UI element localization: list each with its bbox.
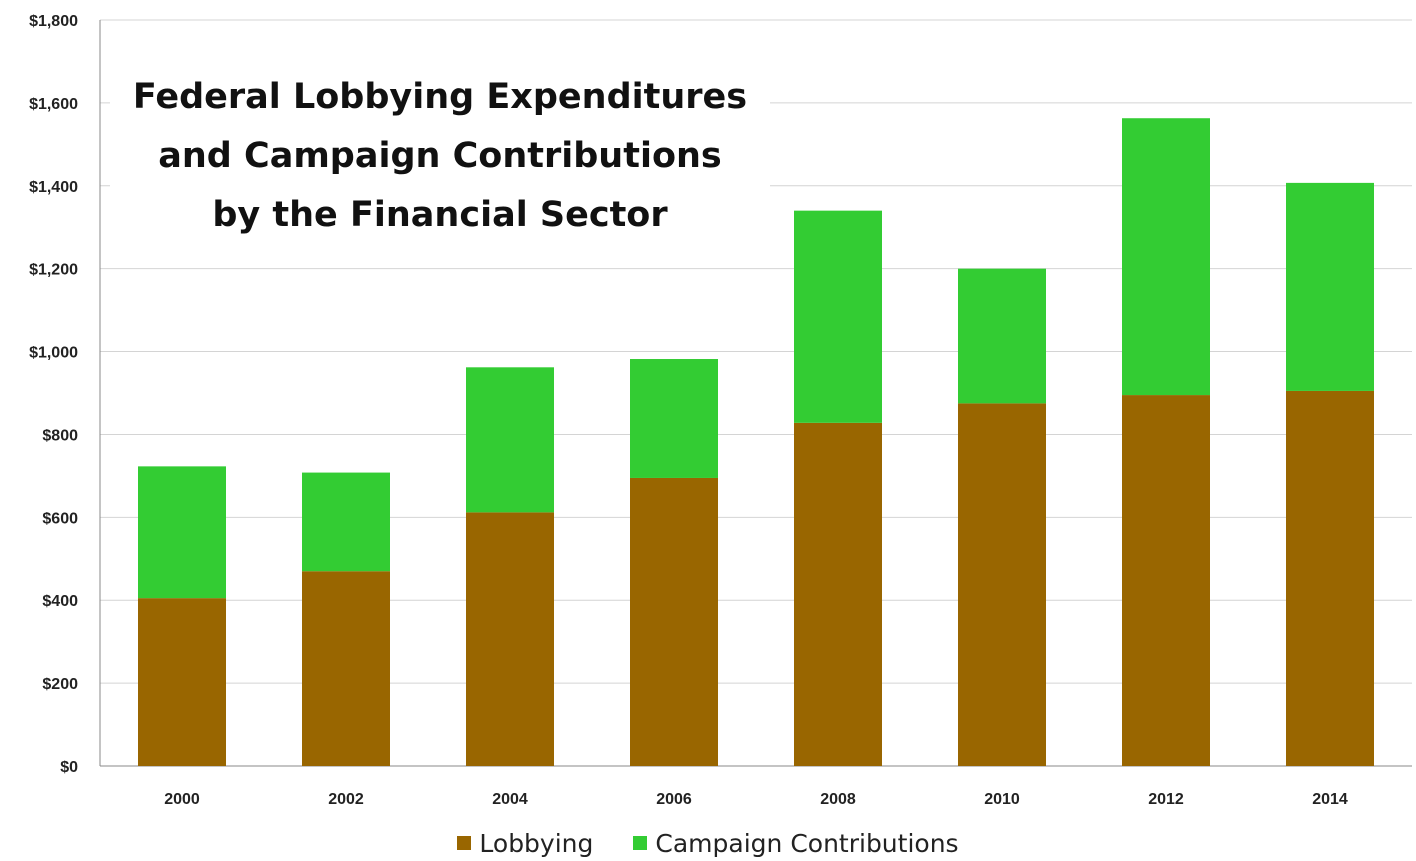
bar-lobbying-2000 xyxy=(138,598,226,766)
bar-lobbying-2010 xyxy=(958,403,1046,766)
legend-item-lobbying: Lobbying xyxy=(457,829,593,858)
x-tick-label: 2008 xyxy=(820,791,856,808)
x-tick-label: 2006 xyxy=(656,791,692,808)
x-tick-label: 2004 xyxy=(492,791,528,808)
chart-title-line-1: Federal Lobbying Expenditures xyxy=(132,77,748,117)
bar-lobbying-2012 xyxy=(1122,395,1210,766)
y-tick-label: $200 xyxy=(42,676,78,693)
bar-campaign-contributions-2012 xyxy=(1122,118,1210,396)
bar-lobbying-2008 xyxy=(794,422,882,766)
x-axis-tick-labels: 2000 2002 2004 2006 2008 2010 2012 2014 xyxy=(164,791,1348,808)
bar-lobbying-2014 xyxy=(1286,390,1374,766)
bar-campaign-contributions-2000 xyxy=(138,466,226,599)
y-tick-label: $1,200 xyxy=(29,262,78,279)
y-axis-tick-labels: $0 $200 $400 $600 $800 $1,000 $1,200 $1,400 $1,6… xyxy=(29,13,78,776)
x-tick-label: 2010 xyxy=(984,791,1020,808)
bar-campaign-contributions-2006 xyxy=(630,359,718,478)
chart-title: Federal Lobbying Expenditures and Campai… xyxy=(110,62,770,253)
bar-campaign-contributions-2010 xyxy=(958,268,1046,404)
y-tick-label: $400 xyxy=(42,593,78,610)
bar-lobbying-2002 xyxy=(302,571,390,766)
bar-lobbying-2004 xyxy=(466,512,554,766)
x-tick-label: 2002 xyxy=(328,791,364,808)
bar-campaign-contributions-2002 xyxy=(302,472,390,572)
legend-label-lobbying: Lobbying xyxy=(479,828,594,858)
y-tick-label: $1,000 xyxy=(29,345,78,362)
y-tick-label: $1,400 xyxy=(29,179,78,196)
legend-label-campaign-contributions: Campaign Contributions xyxy=(655,828,959,858)
bar-lobbying-2006 xyxy=(630,477,718,766)
y-tick-label: $0 xyxy=(60,759,78,776)
legend-item-campaign-contributions: Campaign Contributions xyxy=(633,828,959,858)
bar-campaign-contributions-2004 xyxy=(466,367,554,513)
chart-legend: Lobbying Campaign Contributions xyxy=(0,826,1416,860)
bar-campaign-contributions-2014 xyxy=(1286,182,1374,391)
y-tick-label: $1,800 xyxy=(29,13,78,30)
x-tick-label: 2014 xyxy=(1312,791,1348,808)
y-tick-label: $1,600 xyxy=(29,96,78,113)
legend-swatch-lobbying xyxy=(457,836,472,850)
bars xyxy=(138,118,1374,766)
chart-title-line-3: by the Financial Sector xyxy=(212,195,668,235)
bar-campaign-contributions-2008 xyxy=(794,210,882,423)
legend-swatch-campaign-contributions xyxy=(633,836,648,850)
x-tick-label: 2000 xyxy=(164,791,200,808)
y-tick-label: $800 xyxy=(42,427,78,444)
y-tick-label: $600 xyxy=(42,510,78,527)
x-tick-label: 2012 xyxy=(1148,791,1184,808)
chart-title-line-2: and Campaign Contributions xyxy=(158,136,722,176)
